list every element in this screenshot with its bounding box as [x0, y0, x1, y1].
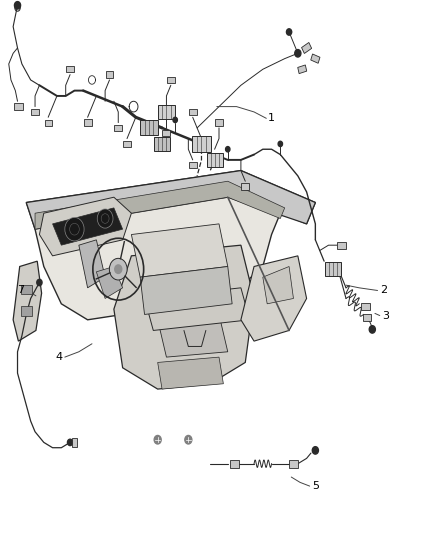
Polygon shape	[106, 71, 113, 78]
Bar	[21, 285, 32, 294]
Polygon shape	[215, 119, 223, 126]
Circle shape	[97, 209, 113, 228]
Polygon shape	[79, 240, 105, 288]
Circle shape	[295, 50, 301, 57]
Polygon shape	[230, 460, 239, 467]
Polygon shape	[311, 54, 320, 63]
Bar	[154, 137, 170, 150]
Bar	[158, 105, 175, 119]
Text: 2: 2	[380, 286, 387, 295]
Circle shape	[185, 435, 192, 444]
Polygon shape	[13, 261, 42, 341]
Bar	[207, 153, 223, 167]
Polygon shape	[361, 303, 371, 310]
Polygon shape	[66, 66, 74, 72]
Polygon shape	[114, 245, 254, 389]
Polygon shape	[189, 109, 197, 115]
Polygon shape	[35, 181, 285, 229]
Polygon shape	[162, 130, 170, 136]
Circle shape	[312, 447, 318, 454]
Polygon shape	[140, 266, 232, 314]
Circle shape	[369, 326, 375, 333]
Polygon shape	[26, 171, 315, 320]
Text: 7: 7	[18, 286, 25, 295]
Polygon shape	[72, 438, 77, 447]
Circle shape	[37, 279, 42, 286]
Polygon shape	[131, 224, 228, 277]
Polygon shape	[84, 119, 92, 126]
Polygon shape	[123, 141, 131, 147]
Text: 4: 4	[56, 352, 63, 362]
Circle shape	[226, 147, 230, 152]
Polygon shape	[337, 242, 346, 248]
Polygon shape	[241, 183, 249, 190]
Bar	[192, 136, 211, 152]
Polygon shape	[96, 266, 123, 298]
Circle shape	[154, 435, 161, 444]
Polygon shape	[158, 314, 228, 357]
Polygon shape	[167, 77, 175, 83]
Text: 5: 5	[312, 481, 319, 491]
Polygon shape	[145, 288, 250, 330]
Circle shape	[65, 217, 84, 241]
Polygon shape	[263, 266, 293, 304]
Circle shape	[14, 2, 21, 9]
Bar	[325, 262, 341, 276]
Text: 3: 3	[382, 311, 389, 320]
Polygon shape	[158, 357, 223, 389]
Polygon shape	[53, 208, 123, 245]
Polygon shape	[241, 256, 307, 341]
Polygon shape	[289, 460, 298, 467]
Polygon shape	[363, 314, 371, 321]
Bar	[140, 120, 158, 135]
Bar	[21, 306, 32, 316]
Circle shape	[115, 265, 122, 273]
Text: 1: 1	[268, 114, 275, 123]
Circle shape	[67, 439, 73, 446]
Polygon shape	[301, 43, 312, 53]
Polygon shape	[45, 119, 52, 126]
Polygon shape	[26, 171, 315, 229]
Polygon shape	[298, 65, 307, 74]
Circle shape	[110, 259, 127, 280]
Circle shape	[286, 29, 292, 35]
Polygon shape	[114, 125, 122, 131]
Circle shape	[278, 141, 283, 147]
Polygon shape	[14, 103, 23, 110]
Circle shape	[173, 117, 177, 123]
Polygon shape	[189, 162, 197, 168]
Polygon shape	[39, 197, 131, 256]
Polygon shape	[31, 109, 39, 115]
